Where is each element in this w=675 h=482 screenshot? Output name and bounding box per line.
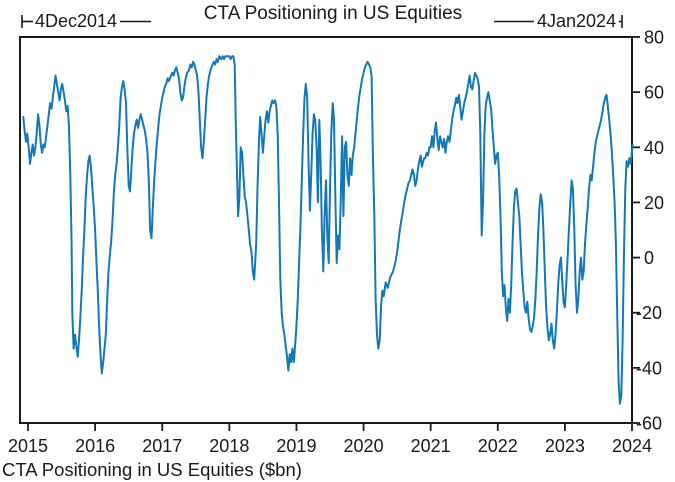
range-end-label: 4Jan2024 xyxy=(537,11,616,31)
x-tick-label: 2024 xyxy=(612,436,652,456)
x-tick-label: 2020 xyxy=(344,436,384,456)
y-tick-label: 40 xyxy=(644,138,664,158)
axes-layer: 2015 2016 2017 2018 2019 2020 2021 2022 2023 2024… xyxy=(8,28,664,457)
series-layer xyxy=(22,55,634,405)
x-tick-label: 2021 xyxy=(411,436,451,456)
x-tick-label: 2022 xyxy=(478,436,518,456)
series-path xyxy=(22,55,634,405)
x-tick-label: 2018 xyxy=(209,436,249,456)
date-range-end-annotation: 4Jan2024 xyxy=(494,11,623,31)
x-tick-label: 2015 xyxy=(8,436,48,456)
y-tick-label: 80 xyxy=(644,28,664,48)
y-tick-label: -60 xyxy=(636,414,662,434)
x-tick-label: 2019 xyxy=(276,436,316,456)
y-tick-label: -40 xyxy=(636,358,662,378)
y-tick-label: 0 xyxy=(644,248,654,268)
plot-frame xyxy=(19,36,633,424)
footer-source-label: CTA Positioning in US Equities ($bn) xyxy=(2,459,302,480)
y-tick-label: 60 xyxy=(644,83,664,103)
date-range-start-annotation: 4Dec2014 xyxy=(21,11,151,31)
x-tick-label: 2023 xyxy=(545,436,585,456)
y-tick-label: 20 xyxy=(644,193,664,213)
chart-title: CTA Positioning in US Equities xyxy=(204,3,462,24)
x-tick-label: 2017 xyxy=(142,436,182,456)
y-tick-label: -20 xyxy=(636,303,662,323)
range-start-label: 4Dec2014 xyxy=(35,11,117,31)
x-tick-label: 2016 xyxy=(75,436,115,456)
